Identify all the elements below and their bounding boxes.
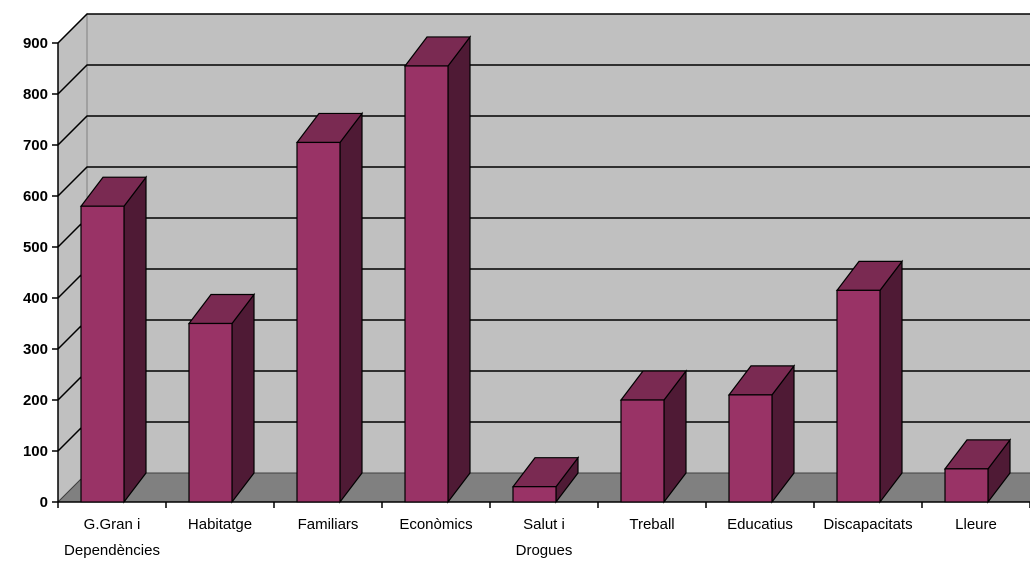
y-tick-label: 800 xyxy=(23,86,48,103)
y-tick-label: 300 xyxy=(23,341,48,358)
bar xyxy=(511,455,580,504)
x-tick-label: Econòmics xyxy=(399,516,472,533)
x-tick-label: Salut i Drogues xyxy=(516,516,573,559)
gridline xyxy=(57,64,1030,95)
bar-front xyxy=(404,65,449,503)
y-tick-label: 0 xyxy=(40,494,48,511)
bar xyxy=(619,369,688,504)
bar-side xyxy=(339,111,363,504)
bar xyxy=(295,111,364,504)
y-tick-label: 400 xyxy=(23,290,48,307)
x-axis-tick-labels: G.Gran i Dependències Habitatge Familiars Ec… xyxy=(64,516,997,559)
x-tick-label: G.Gran i Dependències xyxy=(64,516,160,559)
bar-front xyxy=(728,394,773,503)
bar xyxy=(943,438,1012,504)
x-tick-label: Educatius xyxy=(727,516,793,533)
bar xyxy=(403,35,472,504)
y-axis-tick-labels: 0 100 200 300 400 500 600 700 800 900 xyxy=(23,35,48,511)
bar-side xyxy=(231,292,255,504)
bar-front xyxy=(836,289,881,503)
bar-front xyxy=(944,468,989,503)
y-tick-label: 100 xyxy=(23,443,48,460)
x-tick-label: Treball xyxy=(629,516,674,533)
bar-front xyxy=(512,486,557,503)
bar-front xyxy=(296,141,341,503)
x-tick-label: Discapacitats xyxy=(823,516,912,533)
bar-side xyxy=(879,259,903,504)
bar xyxy=(187,292,256,504)
x-tick-label: Familiars xyxy=(298,516,359,533)
gridline xyxy=(57,166,1030,197)
bar-front xyxy=(80,205,125,503)
bar xyxy=(835,259,904,504)
x-tick-label: Habitatge xyxy=(188,516,252,533)
y-tick-label: 700 xyxy=(23,137,48,154)
bar xyxy=(727,364,796,504)
bar-side xyxy=(123,175,147,504)
bar-side xyxy=(447,35,471,504)
bar xyxy=(79,175,148,504)
bar-front xyxy=(188,322,233,503)
y-tick-label: 500 xyxy=(23,239,48,256)
x-tick-label: Lleure xyxy=(955,516,997,533)
bar-front xyxy=(620,399,665,503)
bars xyxy=(79,35,1012,504)
gridline xyxy=(57,115,1030,146)
y-tick-label: 200 xyxy=(23,392,48,409)
y-tick-label: 900 xyxy=(23,35,48,52)
y-tick-label: 600 xyxy=(23,188,48,205)
gridline xyxy=(57,13,1030,44)
